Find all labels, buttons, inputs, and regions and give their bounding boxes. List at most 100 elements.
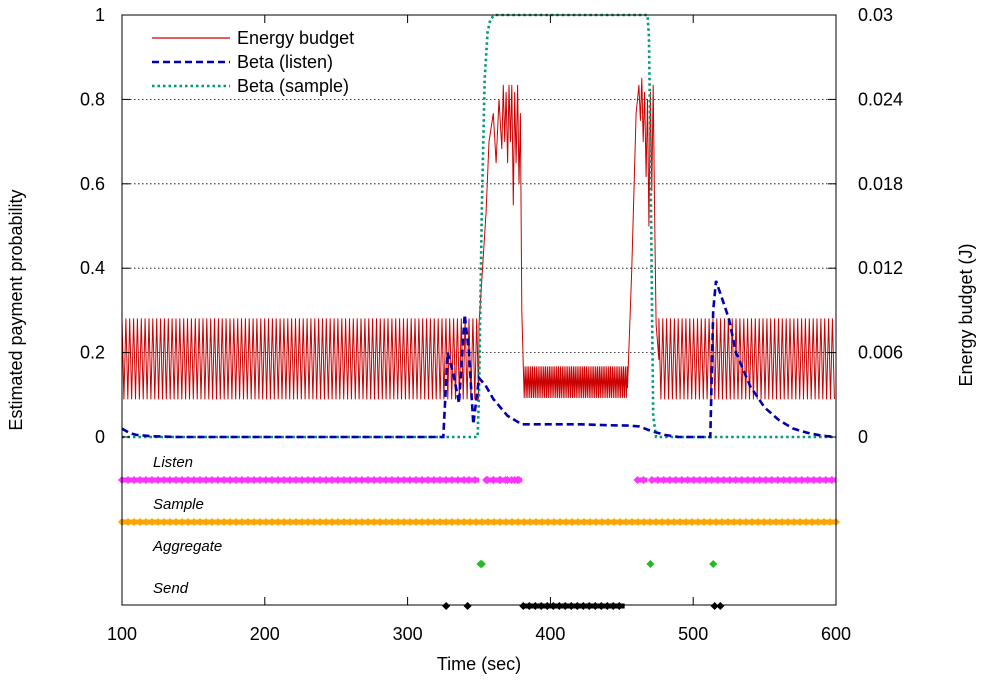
event-marker-listen [346, 476, 354, 484]
event-marker-sample [388, 518, 396, 526]
event-marker-send [603, 602, 612, 610]
event-marker-listen [238, 476, 246, 484]
event-marker-listen [172, 476, 180, 484]
event-marker-listen [815, 476, 824, 484]
lane-label-aggregate: Aggregate [152, 538, 222, 555]
event-marker-aggregate [477, 560, 486, 568]
event-marker-sample [514, 518, 522, 526]
event-marker-send [597, 602, 606, 610]
event-marker-listen [220, 476, 228, 484]
event-marker-sample [316, 518, 324, 526]
event-marker-sample [154, 518, 162, 526]
event-marker-listen [503, 476, 512, 484]
event-marker-send [591, 602, 600, 610]
y2-tick-label: 0.006 [858, 343, 903, 363]
event-marker-listen [358, 476, 366, 484]
event-marker-listen [340, 476, 348, 484]
y2-tick-label: 0.018 [858, 174, 903, 194]
event-marker-listen [737, 476, 746, 484]
event-marker-send [549, 602, 558, 610]
event-marker-listen [755, 476, 764, 484]
event-marker-listen [406, 476, 414, 484]
event-marker-listen [827, 476, 836, 484]
event-marker-sample [550, 518, 558, 526]
event-marker-sample [352, 518, 360, 526]
event-marker-listen [154, 476, 162, 484]
event-marker-sample [700, 518, 708, 526]
event-marker-sample [178, 518, 186, 526]
event-marker-sample [430, 518, 438, 526]
event-marker-sample [424, 518, 432, 526]
legend-label-energy: Energy budget [237, 28, 354, 48]
event-marker-send [519, 602, 528, 610]
event-marker-listen [701, 476, 710, 484]
event-marker-sample [562, 518, 570, 526]
event-marker-sample [310, 518, 318, 526]
event-marker-listen [250, 476, 258, 484]
event-marker-listen [514, 476, 523, 484]
event-marker-listen [208, 476, 216, 484]
event-marker-listen [779, 476, 788, 484]
series-line-beta-sample [122, 13, 836, 439]
event-marker-sample [598, 518, 606, 526]
event-marker-listen [274, 476, 282, 484]
event-marker-listen [352, 476, 360, 484]
event-marker-listen [647, 476, 656, 484]
event-marker-sample [400, 518, 408, 526]
event-marker-sample [556, 518, 564, 526]
event-marker-listen [731, 476, 740, 484]
event-marker-listen [785, 476, 794, 484]
event-marker-listen [713, 476, 722, 484]
event-marker-sample [706, 518, 714, 526]
event-marker-listen [773, 476, 782, 484]
event-marker-sample [220, 518, 228, 526]
event-marker-sample [802, 518, 810, 526]
event-marker-listen [442, 476, 450, 484]
event-marker-sample [568, 518, 576, 526]
event-marker-listen [454, 476, 462, 484]
event-marker-listen [496, 476, 505, 484]
event-marker-listen [689, 476, 698, 484]
event-marker-listen [424, 476, 432, 484]
y-tick-label: 0.8 [80, 89, 105, 109]
event-marker-sample [208, 518, 216, 526]
event-marker-send [615, 602, 624, 610]
event-marker-listen [653, 476, 662, 484]
event-marker-sample [124, 518, 132, 526]
x-tick-label: 200 [250, 624, 280, 644]
event-marker-send [579, 602, 588, 610]
event-marker-sample [622, 518, 630, 526]
event-marker-listen [142, 476, 150, 484]
event-marker-send [567, 602, 576, 610]
event-marker-listen [364, 476, 372, 484]
event-marker-sample [538, 518, 546, 526]
event-marker-listen [262, 476, 270, 484]
event-marker-sample [502, 518, 510, 526]
event-marker-listen [268, 476, 276, 484]
event-marker-listen [130, 476, 138, 484]
event-marker-sample [532, 518, 540, 526]
event-marker-listen [761, 476, 770, 484]
event-marker-sample [232, 518, 240, 526]
x-tick-label: 500 [678, 624, 708, 644]
event-marker-sample [370, 518, 378, 526]
event-marker-sample [130, 518, 138, 526]
event-marker-sample [712, 518, 720, 526]
event-marker-listen [707, 476, 716, 484]
event-marker-listen [166, 476, 174, 484]
event-marker-sample [670, 518, 678, 526]
event-marker-sample [202, 518, 210, 526]
event-marker-listen [178, 476, 186, 484]
event-marker-sample [784, 518, 792, 526]
event-marker-listen [791, 476, 800, 484]
event-marker-send [710, 602, 719, 610]
y-tick-label: 0.4 [80, 258, 105, 278]
event-marker-listen [286, 476, 294, 484]
event-marker-sample [592, 518, 600, 526]
event-marker-listen [471, 476, 480, 484]
event-marker-sample [820, 518, 828, 526]
event-marker-sample [292, 518, 300, 526]
event-marker-sample [814, 518, 822, 526]
event-marker-listen [809, 476, 818, 484]
event-marker-listen [719, 476, 728, 484]
